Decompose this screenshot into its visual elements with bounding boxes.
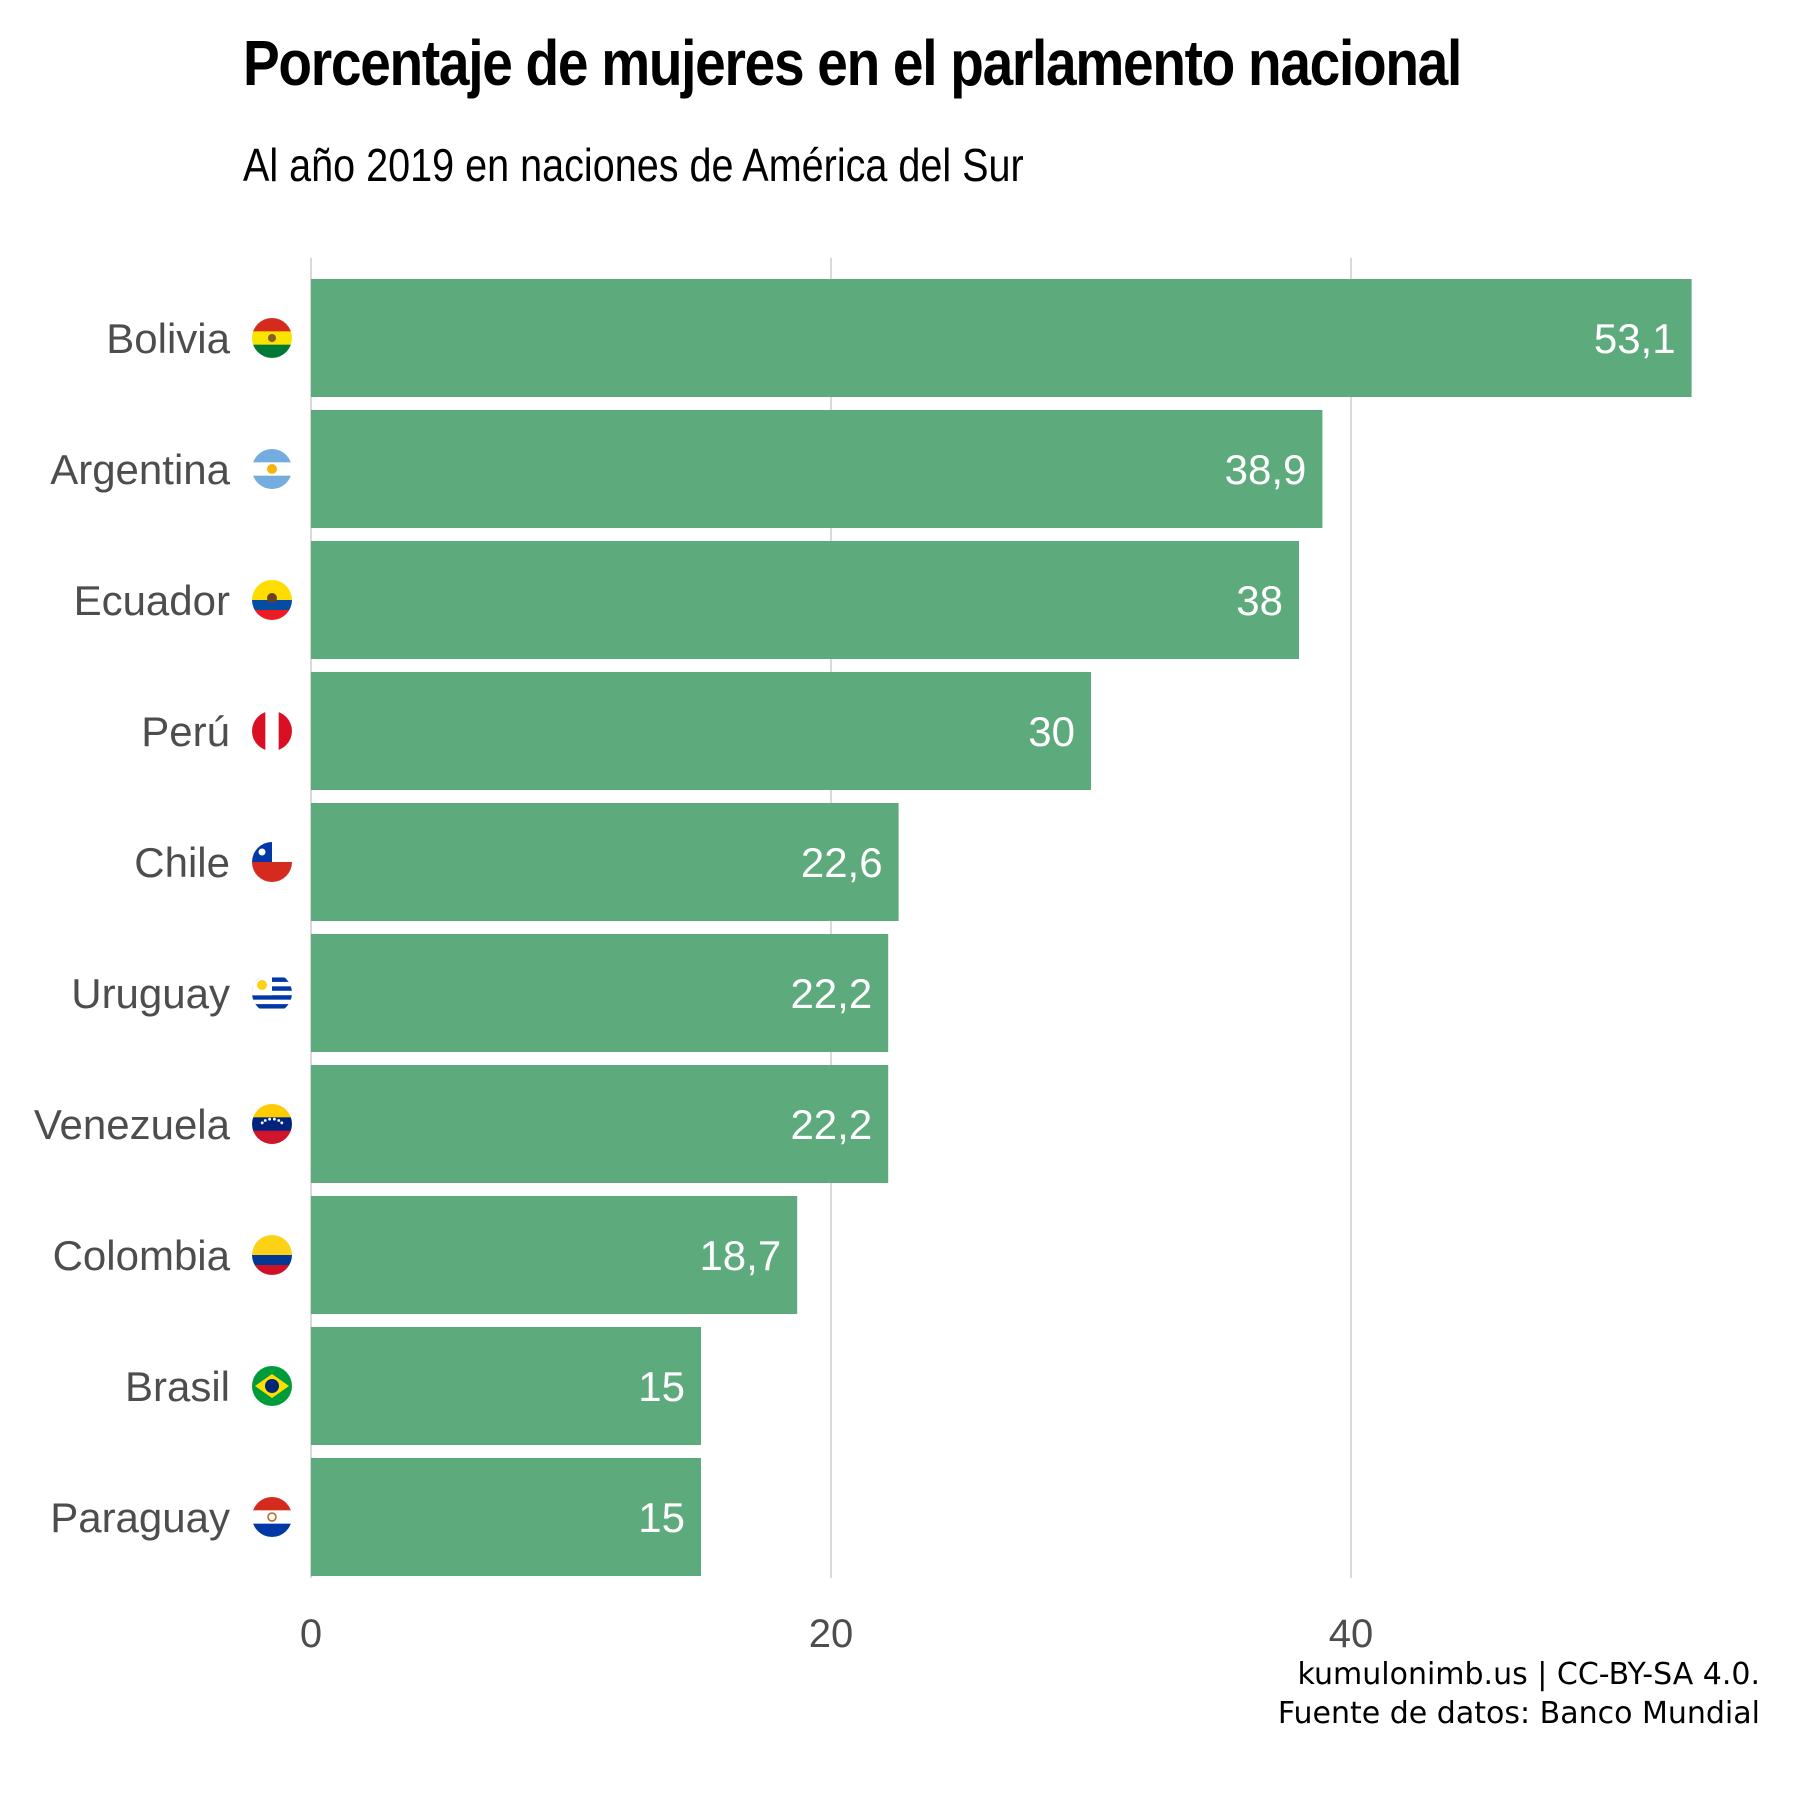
bar-chile [311, 803, 899, 921]
value-label: 30 [1028, 708, 1075, 755]
bolivia-flag-icon [252, 318, 292, 358]
chart-caption: kumulonimb.us | CC-BY-SA 4.0. Fuente de … [1278, 1655, 1760, 1733]
value-label: 22,2 [790, 970, 872, 1017]
bars [311, 279, 1692, 1576]
category-label: Chile [134, 839, 230, 886]
chart-title: Porcentaje de mujeres en el parlamento n… [243, 27, 1462, 99]
bar-bolivia [311, 279, 1692, 397]
bar-argentina [311, 410, 1323, 528]
bar-ecuador [311, 541, 1299, 659]
x-tick-label: 0 [300, 1612, 322, 1656]
category-label: Brasil [125, 1363, 230, 1410]
bar-venezuela [311, 1065, 889, 1183]
category-label: Colombia [53, 1232, 231, 1279]
value-label: 18,7 [699, 1232, 781, 1279]
x-tick-label: 40 [1329, 1612, 1374, 1656]
value-label: 15 [638, 1494, 685, 1541]
caption-source: Fuente de datos: Banco Mundial [1277, 1696, 1760, 1731]
value-labels: 53,1 38,9 38 30 22,6 22,2 22,2 18,7 15 15 [638, 315, 1675, 1541]
bar-colombia [311, 1196, 798, 1314]
category-label: Bolivia [106, 315, 230, 362]
category-labels: Bolivia Argentina Ecuador Perú Chile Uruguay V… [34, 315, 231, 1541]
peru-flag-icon [252, 711, 292, 751]
flags [252, 318, 292, 1537]
paraguay-flag-icon [252, 1497, 292, 1537]
category-label: Uruguay [71, 970, 230, 1017]
bar-brasil [311, 1327, 701, 1445]
value-label: 53,1 [1594, 315, 1676, 362]
caption-license: kumulonimb.us | CC-BY-SA 4.0. [1297, 1657, 1760, 1692]
category-label: Paraguay [50, 1494, 230, 1541]
value-label: 38 [1236, 577, 1283, 624]
value-label: 22,6 [801, 839, 883, 886]
uruguay-flag-icon [252, 973, 292, 1013]
category-label: Argentina [50, 446, 230, 493]
brazil-flag-icon [252, 1366, 292, 1406]
value-label: 38,9 [1225, 446, 1307, 493]
x-tick-label: 20 [809, 1612, 854, 1656]
argentina-flag-icon [252, 449, 292, 489]
category-label: Ecuador [74, 577, 230, 624]
venezuela-flag-icon [252, 1104, 292, 1144]
colombia-flag-icon [252, 1235, 292, 1275]
bar-perú [311, 672, 1091, 790]
ecuador-flag-icon [252, 580, 292, 620]
chile-flag-icon [252, 842, 292, 882]
bar-paraguay [311, 1458, 701, 1576]
x-axis-ticks: 0 20 40 [300, 1612, 1373, 1656]
chart-subtitle: Al año 2019 en naciones de América del S… [243, 139, 1024, 191]
bar-uruguay [311, 934, 889, 1052]
value-label: 22,2 [790, 1101, 872, 1148]
category-label: Perú [141, 708, 230, 755]
value-label: 15 [638, 1363, 685, 1410]
category-label: Venezuela [34, 1101, 231, 1148]
